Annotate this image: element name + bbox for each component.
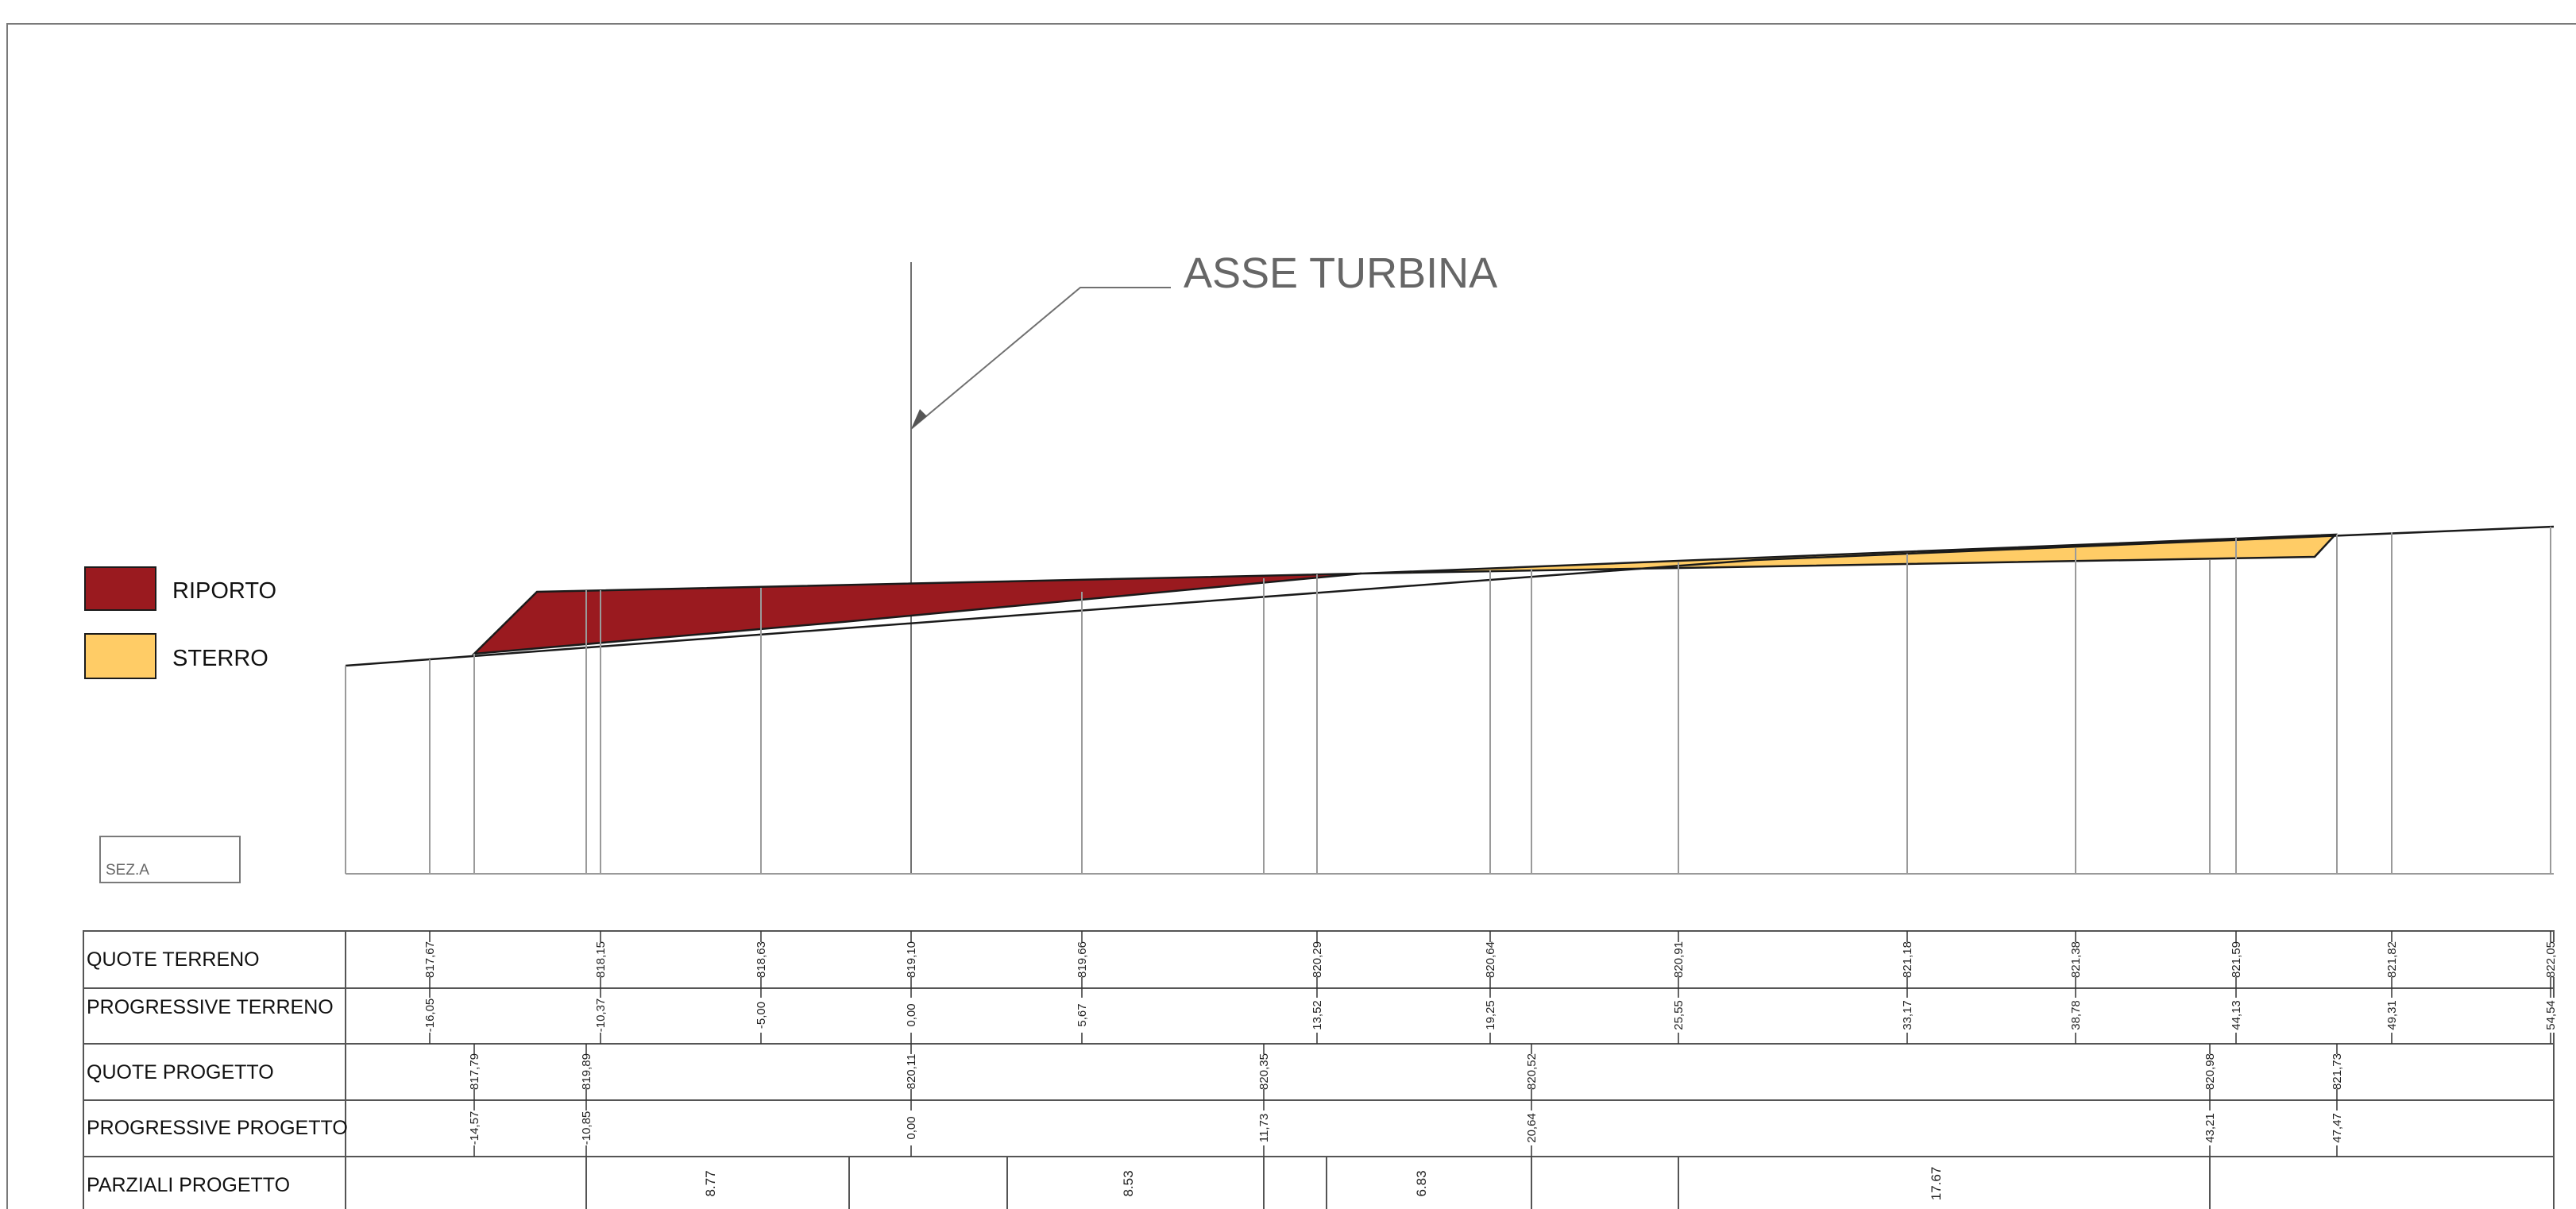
parziale-value: 8.53 bbox=[1121, 1170, 1136, 1196]
quote-progetto-value: 820,11 bbox=[905, 1054, 918, 1090]
quote-terreno-value: 821,18 bbox=[1901, 941, 1914, 978]
quote-progetto-value: 821,73 bbox=[2331, 1053, 2344, 1090]
data-table-grid bbox=[83, 930, 2555, 1209]
progressive-progetto-value: 20,64 bbox=[1525, 1113, 1539, 1143]
progressive-terreno-value: 5,67 bbox=[1076, 1003, 1089, 1026]
legend-label-riporto: RIPORTO bbox=[172, 578, 276, 604]
progressive-terreno-value: 44,13 bbox=[2230, 1000, 2243, 1030]
parziale-value: 8.77 bbox=[703, 1170, 718, 1196]
progressive-terreno-value: -16,05 bbox=[423, 998, 437, 1033]
quote-terreno-value: 820,29 bbox=[1311, 941, 1324, 978]
progressive-terreno-value: -5,00 bbox=[755, 1002, 768, 1029]
sheet-border bbox=[6, 23, 2576, 1209]
project-values: 817,79 819,89 820,11 820,35 820,52 820,9… bbox=[467, 1044, 2344, 1157]
axis-title: ASSE TURBINA bbox=[1184, 249, 1497, 297]
terrain-values: 817,67 818,15 818,63 819,10 819,66 820,2… bbox=[423, 931, 2558, 1044]
quote-terreno-value: 821,59 bbox=[2230, 941, 2243, 978]
progressive-terreno-value: -10,37 bbox=[594, 998, 608, 1033]
quote-progetto-value: 820,35 bbox=[1257, 1053, 1271, 1090]
ground-profile-line bbox=[345, 525, 2555, 667]
progressive-terreno-value: 33,17 bbox=[1901, 1000, 1914, 1030]
row-label-quote-progetto: QUOTE PROGETTO bbox=[87, 1061, 274, 1083]
quote-terreno-value: 817,67 bbox=[423, 941, 437, 978]
quote-terreno-value: 819,10 bbox=[905, 941, 918, 978]
quote-progetto-value: 820,52 bbox=[1525, 1053, 1539, 1090]
legend-label-sterro: STERRO bbox=[172, 646, 268, 671]
row-label-parziali-progetto: PARZIALI PROGETTO bbox=[87, 1174, 290, 1196]
quote-terreno-value: 821,38 bbox=[2069, 941, 2083, 978]
row-label-quote-terreno: QUOTE TERRENO bbox=[87, 948, 260, 971]
progressive-terreno-value: 19,25 bbox=[1484, 1000, 1497, 1030]
progressive-progetto-value: 47,47 bbox=[2331, 1113, 2344, 1143]
progressive-terreno-value: 54,54 bbox=[2544, 1000, 2558, 1030]
progressive-progetto-value: -10,85 bbox=[580, 1111, 593, 1145]
progressive-terreno-value: 25,55 bbox=[1672, 1000, 1686, 1030]
parziale-value: 6.83 bbox=[1414, 1170, 1429, 1196]
guide-lines bbox=[345, 527, 2551, 874]
legend-swatch-riporto bbox=[84, 566, 156, 611]
riporto-fill bbox=[471, 572, 1362, 655]
partial-values: 8.77 8.53 6.83 17.67 bbox=[703, 1167, 1944, 1201]
section-label: SEZ.A bbox=[106, 862, 149, 879]
legend-swatch-sterro bbox=[84, 633, 156, 679]
progressive-terreno-value: 49,31 bbox=[2385, 1000, 2399, 1030]
quote-terreno-value: 819,66 bbox=[1076, 941, 1089, 978]
quote-terreno-value: 818,15 bbox=[594, 941, 608, 978]
quote-progetto-value: 819,89 bbox=[580, 1053, 593, 1090]
quote-terreno-value: 821,82 bbox=[2385, 941, 2399, 978]
title-leader-line bbox=[910, 287, 1171, 430]
quote-terreno-value: 818,63 bbox=[755, 941, 768, 978]
parziale-value: 17.67 bbox=[1929, 1167, 1944, 1201]
quote-terreno-value: 822,05 bbox=[2544, 941, 2558, 978]
progressive-terreno-value: 0,00 bbox=[905, 1003, 918, 1026]
quote-terreno-value: 820,64 bbox=[1484, 941, 1497, 978]
sterro-fill bbox=[1361, 533, 2338, 575]
progressive-progetto-value: 43,21 bbox=[2203, 1113, 2217, 1143]
quote-progetto-value: 817,79 bbox=[468, 1053, 481, 1090]
leader-arrowhead bbox=[911, 409, 927, 429]
progressive-progetto-value: 0,00 bbox=[905, 1116, 918, 1139]
quote-terreno-value: 820,91 bbox=[1672, 941, 1686, 978]
row-label-progressive-terreno: PROGRESSIVE TERRENO bbox=[87, 996, 334, 1018]
progressive-terreno-value: 13,52 bbox=[1311, 1000, 1324, 1030]
row-label-progressive-progetto: PROGRESSIVE PROGETTO bbox=[87, 1117, 348, 1139]
progressive-terreno-value: 38,78 bbox=[2069, 1000, 2083, 1030]
progressive-progetto-value: 11,73 bbox=[1257, 1114, 1271, 1142]
section-label-box bbox=[99, 836, 241, 883]
progressive-progetto-value: -14,57 bbox=[468, 1111, 481, 1145]
quote-progetto-value: 820,98 bbox=[2203, 1053, 2217, 1090]
